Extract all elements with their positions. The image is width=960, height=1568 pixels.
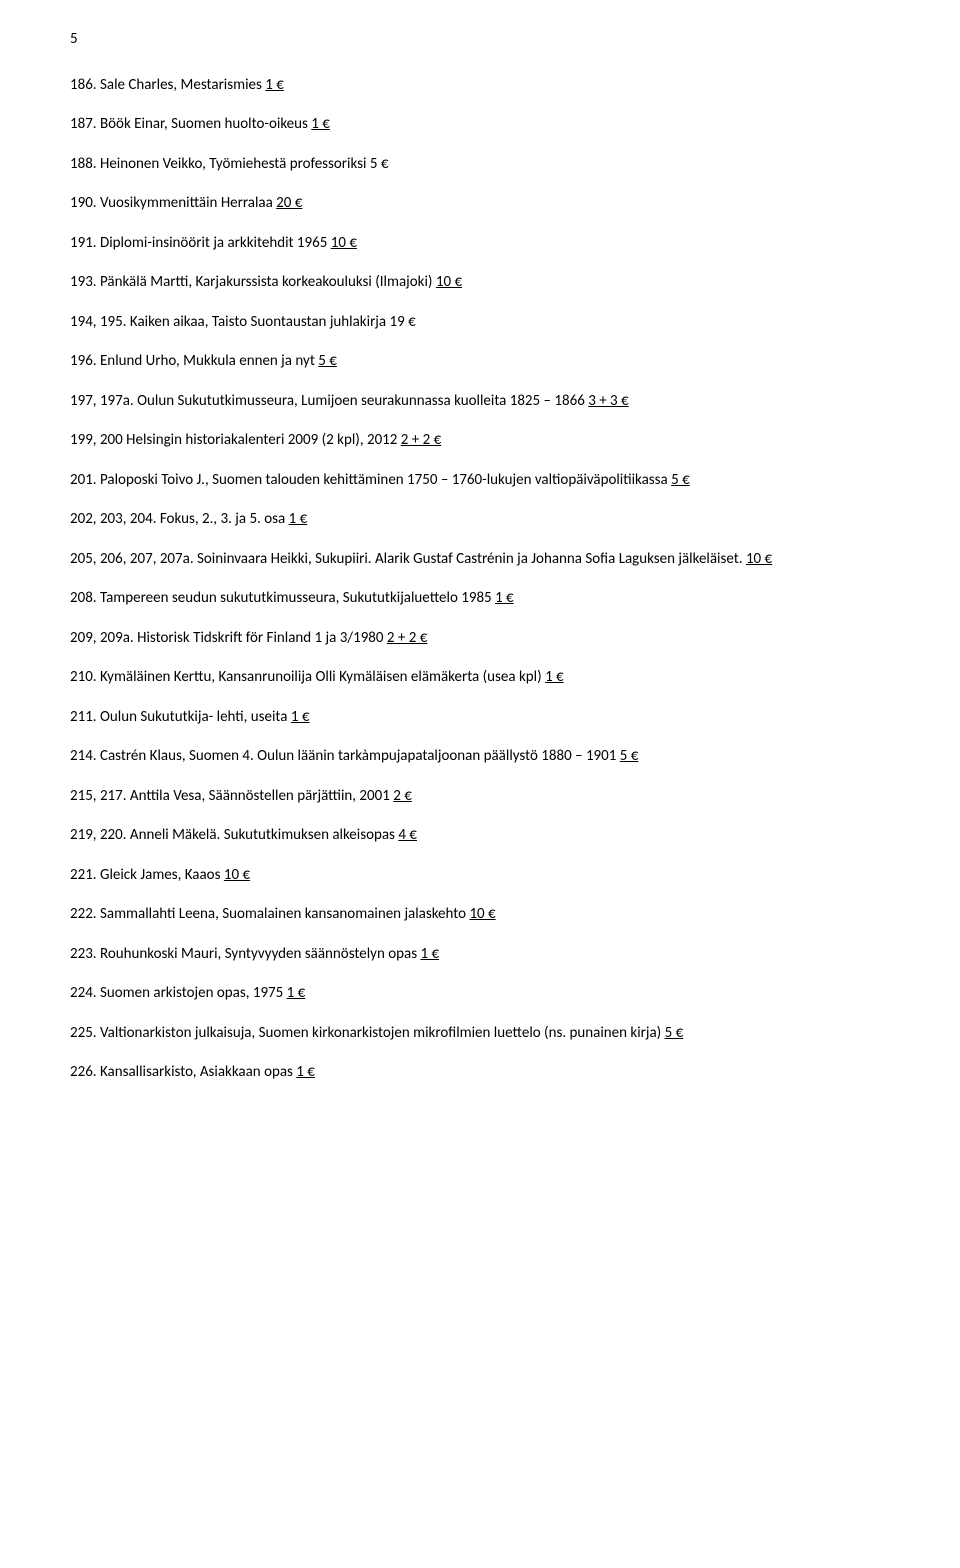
list-item: 211. Oulun Sukututkija- lehti, useita 1 … <box>70 708 890 728</box>
list-item: 225. Valtionarkiston julkaisuja, Suomen … <box>70 1024 890 1044</box>
entry-text: 224. Suomen arkistojen opas, 1975 <box>70 984 287 1002</box>
entry-text: 201. Paloposki Toivo J., Suomen talouden… <box>70 471 671 489</box>
entry-text: 208. Tampereen seudun sukututkimusseura,… <box>70 589 495 607</box>
list-item: 186. Sale Charles, Mestarismies 1 € <box>70 76 890 96</box>
list-item: 214. Castrén Klaus, Suomen 4. Oulun lään… <box>70 747 890 767</box>
list-item: 210. Kymäläinen Kerttu, Kansanrunoilija … <box>70 668 890 688</box>
entry-price: 1 € <box>311 115 330 133</box>
entry-text: 205, 206, 207, 207a. Soininvaara Heikki,… <box>70 550 746 568</box>
entry-price: 1 € <box>296 1063 315 1081</box>
list-item: 194, 195. Kaiken aikaa, Taisto Suontaust… <box>70 313 890 333</box>
entry-text: 199, 200 Helsingin historiakalenteri 200… <box>70 431 401 449</box>
entry-price: 1 € <box>291 708 310 726</box>
list-item: 215, 217. Anttila Vesa, Säännöstellen pä… <box>70 787 890 807</box>
entry-price: 1 € <box>289 510 308 528</box>
entry-text: 214. Castrén Klaus, Suomen 4. Oulun lään… <box>70 747 620 765</box>
list-item: 224. Suomen arkistojen opas, 1975 1 € <box>70 984 890 1004</box>
list-item: 188. Heinonen Veikko, Työmiehestä profes… <box>70 155 890 175</box>
list-item: 193. Pänkälä Martti, Karjakurssista kork… <box>70 273 890 293</box>
entry-text: 222. Sammallahti Leena, Suomalainen kans… <box>70 905 469 923</box>
list-item: 226. Kansallisarkisto, Asiakkaan opas 1 … <box>70 1063 890 1083</box>
entry-text: 215, 217. Anttila Vesa, Säännöstellen pä… <box>70 787 393 805</box>
document-page: 5 186. Sale Charles, Mestarismies 1 €187… <box>0 0 960 1143</box>
list-item: 219, 220. Anneli Mäkelä. Sukututkimuksen… <box>70 826 890 846</box>
list-item: 201. Paloposki Toivo J., Suomen talouden… <box>70 471 890 491</box>
list-item: 221. Gleick James, Kaaos 10 € <box>70 866 890 886</box>
entry-price: 10 € <box>224 866 250 884</box>
entry-text: 187. Böök Einar, Suomen huolto-oikeus <box>70 115 311 133</box>
entry-price: 10 € <box>469 905 495 923</box>
list-item: 199, 200 Helsingin historiakalenteri 200… <box>70 431 890 451</box>
entry-price: 3 + 3 € <box>588 392 628 410</box>
page-number: 5 <box>70 30 890 50</box>
entry-price: 2 + 2 € <box>387 629 427 647</box>
entry-price: 5 € <box>318 352 337 370</box>
entry-price: 5 € <box>671 471 690 489</box>
entry-text: 226. Kansallisarkisto, Asiakkaan opas <box>70 1063 296 1081</box>
entry-text: 225. Valtionarkiston julkaisuja, Suomen … <box>70 1024 665 1042</box>
list-item: 202, 203, 204. Fokus, 2., 3. ja 5. osa 1… <box>70 510 890 530</box>
entry-price: 4 € <box>398 826 417 844</box>
entry-text: 194, 195. Kaiken aikaa, Taisto Suontaust… <box>70 313 416 331</box>
list-item: 191. Diplomi-insinöörit ja arkkitehdit 1… <box>70 234 890 254</box>
entry-text: 190. Vuosikymmenittäin Herralaa <box>70 194 276 212</box>
entry-price: 5 € <box>620 747 639 765</box>
entry-text: 202, 203, 204. Fokus, 2., 3. ja 5. osa <box>70 510 289 528</box>
entry-text: 221. Gleick James, Kaaos <box>70 866 224 884</box>
list-item: 205, 206, 207, 207a. Soininvaara Heikki,… <box>70 550 890 570</box>
entry-text: 196. Enlund Urho, Mukkula ennen ja nyt <box>70 352 318 370</box>
entry-price: 10 € <box>331 234 357 252</box>
entry-price: 1 € <box>420 945 439 963</box>
entry-text: 211. Oulun Sukututkija- lehti, useita <box>70 708 291 726</box>
entry-price: 1 € <box>495 589 514 607</box>
list-item: 208. Tampereen seudun sukututkimusseura,… <box>70 589 890 609</box>
entry-price: 10 € <box>746 550 772 568</box>
list-item: 223. Rouhunkoski Mauri, Syntyvyyden sään… <box>70 945 890 965</box>
entry-price: 20 € <box>276 194 302 212</box>
list-item: 222. Sammallahti Leena, Suomalainen kans… <box>70 905 890 925</box>
entry-text: 197, 197a. Oulun Sukututkimusseura, Lumi… <box>70 392 588 410</box>
entries-list: 186. Sale Charles, Mestarismies 1 €187. … <box>70 76 890 1083</box>
entry-price: 2 € <box>393 787 412 805</box>
entry-price: 5 € <box>665 1024 684 1042</box>
entry-price: 1 € <box>265 76 284 94</box>
list-item: 209, 209a. Historisk Tidskrift för Finla… <box>70 629 890 649</box>
list-item: 197, 197a. Oulun Sukututkimusseura, Lumi… <box>70 392 890 412</box>
entry-text: 191. Diplomi-insinöörit ja arkkitehdit 1… <box>70 234 331 252</box>
entry-price: 2 + 2 € <box>401 431 441 449</box>
list-item: 187. Böök Einar, Suomen huolto-oikeus 1 … <box>70 115 890 135</box>
list-item: 190. Vuosikymmenittäin Herralaa 20 € <box>70 194 890 214</box>
entry-text: 186. Sale Charles, Mestarismies <box>70 76 265 94</box>
entry-price: 1 € <box>287 984 306 1002</box>
entry-text: 193. Pänkälä Martti, Karjakurssista kork… <box>70 273 436 291</box>
entry-price: 1 € <box>545 668 564 686</box>
list-item: 196. Enlund Urho, Mukkula ennen ja nyt 5… <box>70 352 890 372</box>
entry-price: 10 € <box>436 273 462 291</box>
entry-text: 210. Kymäläinen Kerttu, Kansanrunoilija … <box>70 668 545 686</box>
entry-text: 223. Rouhunkoski Mauri, Syntyvyyden sään… <box>70 945 420 963</box>
entry-text: 209, 209a. Historisk Tidskrift för Finla… <box>70 629 387 647</box>
entry-text: 188. Heinonen Veikko, Työmiehestä profes… <box>70 155 388 173</box>
entry-text: 219, 220. Anneli Mäkelä. Sukututkimuksen… <box>70 826 398 844</box>
